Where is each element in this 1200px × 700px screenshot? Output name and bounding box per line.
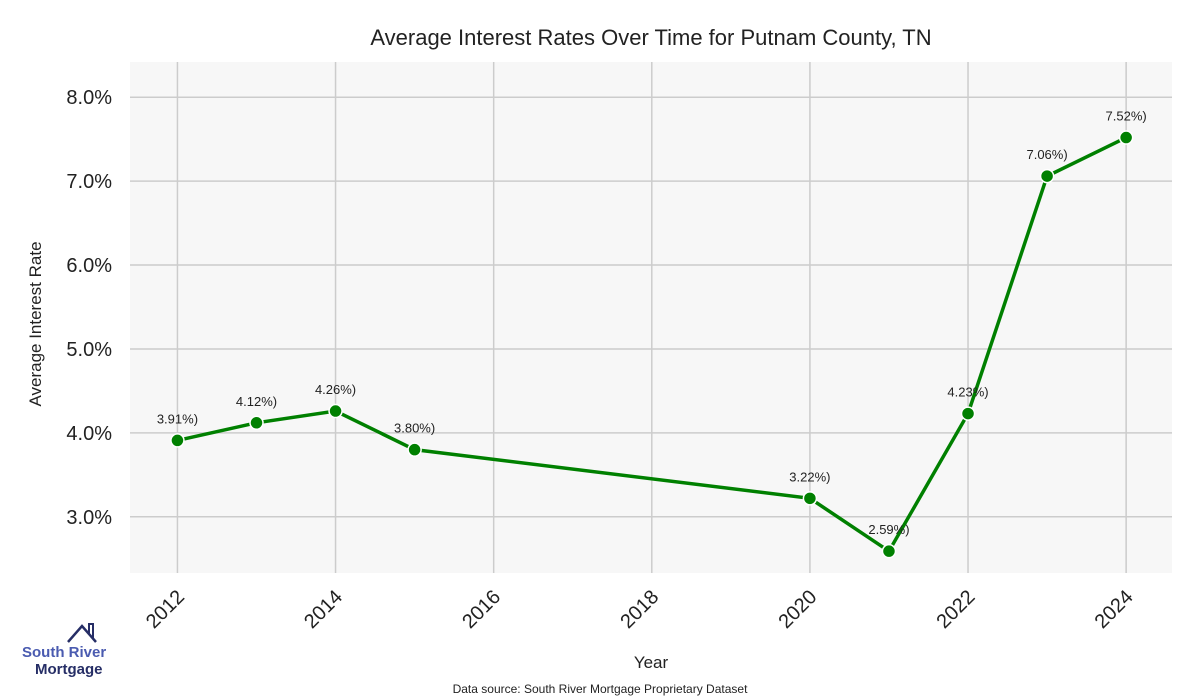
data-label: 3.22%)	[789, 469, 830, 484]
y-tick-label: 3.0%	[66, 507, 112, 529]
x-tick-label: 2022	[933, 586, 980, 633]
data-source-note: Data source: South River Mortgage Propri…	[453, 682, 748, 696]
data-label: 3.91%)	[157, 411, 198, 426]
data-point	[407, 442, 422, 457]
x-tick-label: 2024	[1091, 586, 1138, 633]
x-tick-label: 2018	[616, 586, 663, 633]
data-label: 7.52%)	[1106, 109, 1147, 124]
y-tick-label: 8.0%	[66, 87, 112, 109]
y-tick-label: 5.0%	[66, 339, 112, 361]
data-point	[170, 433, 185, 448]
house-roof-icon	[67, 623, 97, 643]
y-axis-label: Average Interest Rate	[26, 241, 45, 406]
data-label: 4.23%)	[947, 385, 988, 400]
y-tick-label: 4.0%	[66, 423, 112, 445]
data-point	[328, 403, 343, 419]
data-label: 7.06%)	[1026, 147, 1067, 162]
x-tick-label: 2014	[300, 586, 347, 633]
south-river-mortgage-logo: South River Mortgage	[22, 622, 114, 682]
logo-line2: Mortgage	[35, 661, 103, 678]
data-label: 3.80%)	[394, 421, 435, 436]
plot-area	[130, 62, 1172, 573]
x-axis-label: Year	[634, 653, 669, 672]
data-label: 2.59%)	[868, 522, 909, 537]
data-point	[802, 491, 818, 506]
data-label: 4.12%)	[236, 394, 277, 409]
data-point	[249, 415, 264, 431]
x-tick-label: 2020	[774, 586, 821, 633]
data-point	[881, 543, 897, 559]
data-point	[1118, 130, 1134, 145]
chart-title: Average Interest Rates Over Time for Put…	[370, 25, 931, 50]
x-tick-label: 2016	[458, 586, 505, 633]
x-tick-label: 2012	[142, 586, 189, 633]
data-label: 4.26%)	[315, 382, 356, 397]
y-tick-label: 7.0%	[66, 171, 112, 193]
data-point	[1039, 168, 1055, 184]
data-point	[960, 406, 976, 421]
logo-line1: South River	[22, 644, 107, 661]
y-tick-label: 6.0%	[66, 255, 112, 277]
